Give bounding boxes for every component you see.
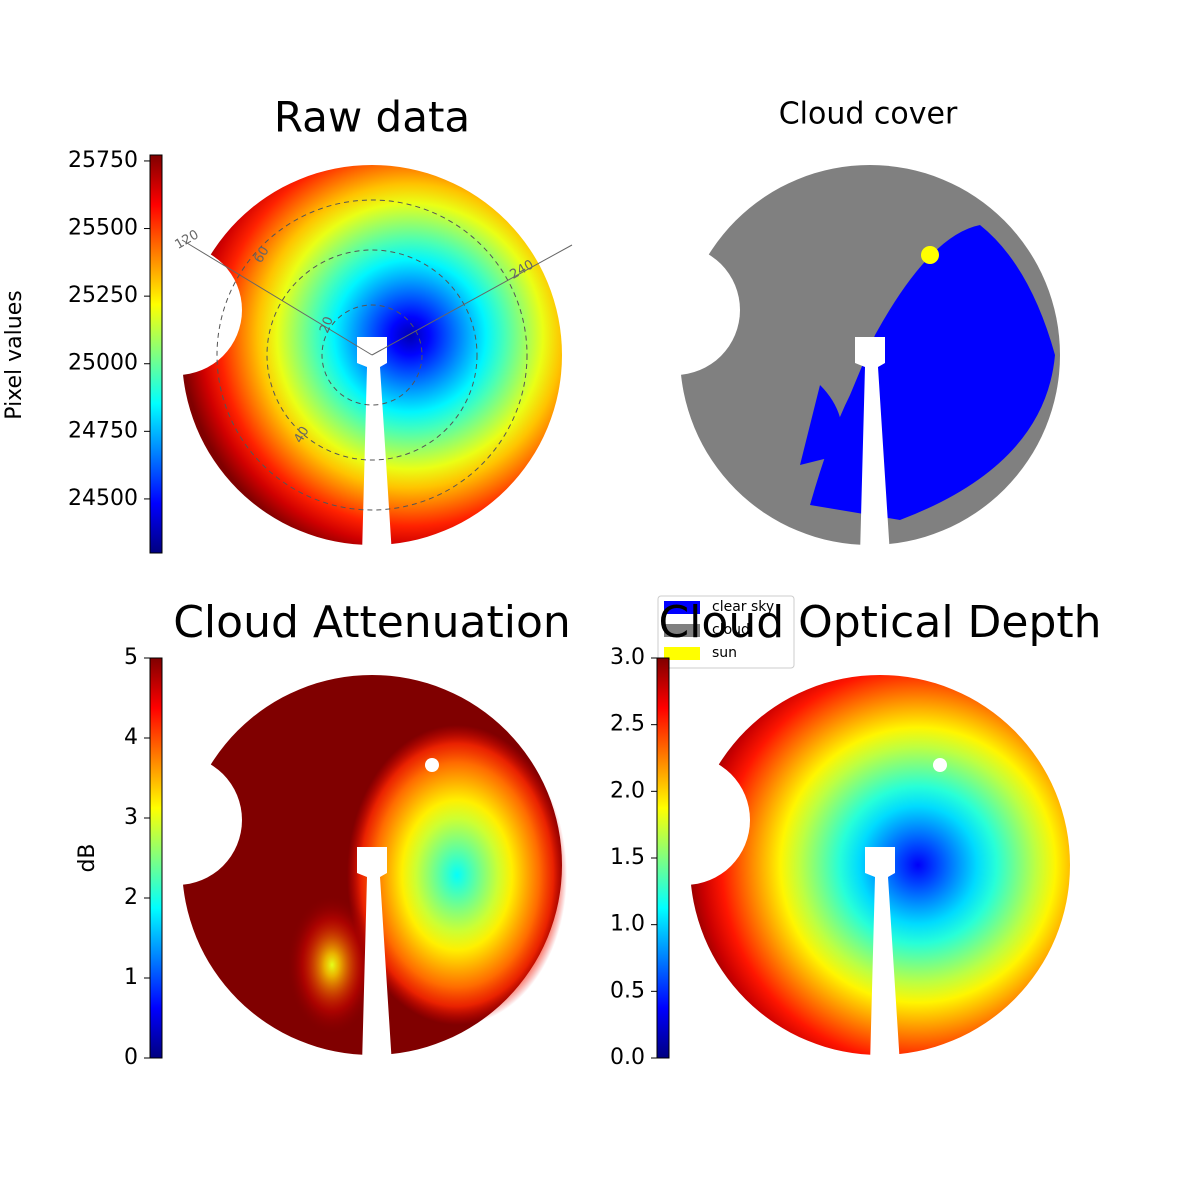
colorbar-tick-label: 1.0 [610, 912, 645, 937]
legend-label: cloud [712, 622, 750, 638]
legend-label: sun [712, 645, 737, 661]
horizon-cutout [610, 245, 740, 375]
polar-ring [216, 199, 528, 511]
colorbar-tick-label: 2.5 [610, 712, 645, 737]
colorbar-tick-label: 24750 [68, 418, 138, 443]
polar-spoke [181, 239, 373, 356]
colorbar-tick-label: 0.0 [610, 1045, 645, 1070]
sky-field [287, 895, 377, 1035]
mast [865, 847, 900, 1065]
colorbar [656, 657, 670, 1059]
colorbar-tick-label: 25750 [68, 148, 138, 173]
legend-label: clear sky [712, 599, 774, 615]
colorbar-tick-label: 0.5 [610, 978, 645, 1003]
polar-label: 20 [317, 315, 337, 336]
mast [855, 337, 890, 555]
colorbar-tick-label: 2 [124, 885, 138, 910]
sun [921, 246, 939, 264]
colorbar [149, 154, 163, 554]
sky-image [610, 165, 1060, 555]
colorbar [149, 657, 163, 1059]
colorbar-tick-label: 1.5 [610, 845, 645, 870]
colorbar-tick-label: 0 [124, 1045, 138, 1070]
colorbar-tick-label: 25000 [68, 351, 138, 376]
polar-ring [321, 304, 423, 406]
polar-spoke [371, 244, 573, 356]
chart-title: Raw data [274, 93, 470, 142]
horizon-cutout [112, 755, 242, 885]
chart-title: Cloud Attenuation [173, 597, 571, 648]
sun-mask [425, 758, 439, 772]
colorbar-label: Pixel values [2, 290, 27, 419]
colorbar-tick-label: 5 [124, 645, 138, 670]
legend-swatch [664, 601, 700, 614]
colorbar-tick-label: 25500 [68, 216, 138, 241]
sky-image [112, 675, 567, 1065]
colorbar-tick-label: 24500 [68, 486, 138, 511]
horizon-cutout [112, 245, 242, 375]
colorbar-tick-label: 25250 [68, 283, 138, 308]
mast [357, 337, 392, 555]
clear-sky-area [800, 385, 843, 465]
polar-label: 60 [251, 244, 272, 266]
colorbar-tick-label: 2.0 [610, 778, 645, 803]
sky-field [347, 725, 567, 1025]
legend-swatch [664, 624, 700, 637]
legend-swatch [664, 647, 700, 660]
colorbar-tick-label: 3.0 [610, 645, 645, 670]
colorbar-label: dB [75, 843, 100, 872]
polar-ring [266, 249, 478, 461]
colorbar-tick-label: 1 [124, 965, 138, 990]
colorbar-tick-label: 3 [124, 805, 138, 830]
chart-title: Cloud Optical Depth [658, 597, 1101, 648]
colorbar-tick-label: 4 [124, 725, 138, 750]
mast [357, 847, 392, 1065]
polar-label: 40 [291, 424, 312, 446]
sun-mask [933, 758, 947, 772]
horizon-cutout [620, 755, 750, 885]
chart-title: Cloud cover [779, 97, 958, 132]
sky-image [620, 675, 1070, 1065]
